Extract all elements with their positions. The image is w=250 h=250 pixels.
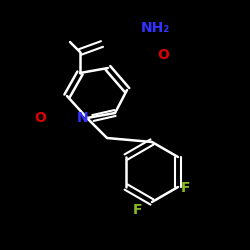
Text: F: F: [180, 181, 190, 195]
Text: NH₂: NH₂: [140, 21, 170, 35]
Text: O: O: [34, 111, 46, 125]
Text: O: O: [157, 48, 169, 62]
Text: N: N: [77, 111, 89, 125]
Text: F: F: [133, 203, 143, 217]
